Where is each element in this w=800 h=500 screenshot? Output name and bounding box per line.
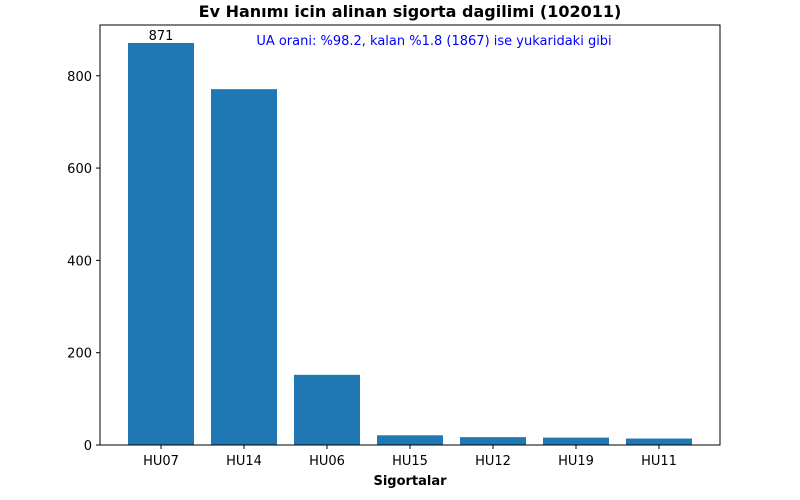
y-tick-label: 200: [67, 347, 92, 362]
y-tick-label: 400: [67, 254, 92, 269]
bar-hu15: [377, 435, 443, 445]
chart-annotation: UA orani: %98.2, kalan %1.8 (1867) ise y…: [256, 34, 611, 49]
plot-frame: [99, 24, 721, 446]
y-tick-label: 600: [67, 162, 92, 177]
x-tick-label: HU07: [143, 454, 179, 469]
bars-group: [128, 43, 692, 446]
x-tick-label: HU14: [226, 454, 262, 469]
y-axis-ticks: 0 200 400 600 800: [67, 70, 100, 454]
bar-hu06: [294, 374, 360, 445]
chart-title: Ev Hanımı icin alinan sigorta dagilimi (…: [199, 2, 622, 21]
bar-hu19: [543, 437, 609, 445]
x-axis-label: Sigortalar: [373, 474, 447, 489]
x-tick-label: HU19: [558, 454, 594, 469]
y-tick-label: 800: [67, 70, 92, 85]
bar-hu07: [128, 43, 194, 445]
x-tick-label: HU06: [309, 454, 345, 469]
bar-hu11: [626, 438, 692, 445]
x-tick-label: HU15: [392, 454, 428, 469]
x-tick-label: HU12: [475, 454, 511, 469]
bar-value-label: 871: [149, 29, 174, 44]
x-tick-label: HU11: [641, 454, 677, 469]
data-labels-group: 871: [149, 29, 174, 44]
bar-hu12: [460, 437, 526, 445]
bar-hu14: [211, 89, 277, 446]
x-axis-ticks: HU07 HU14 HU06 HU15 HU12 HU19 HU11: [143, 445, 677, 469]
y-tick-label: 0: [84, 439, 92, 454]
